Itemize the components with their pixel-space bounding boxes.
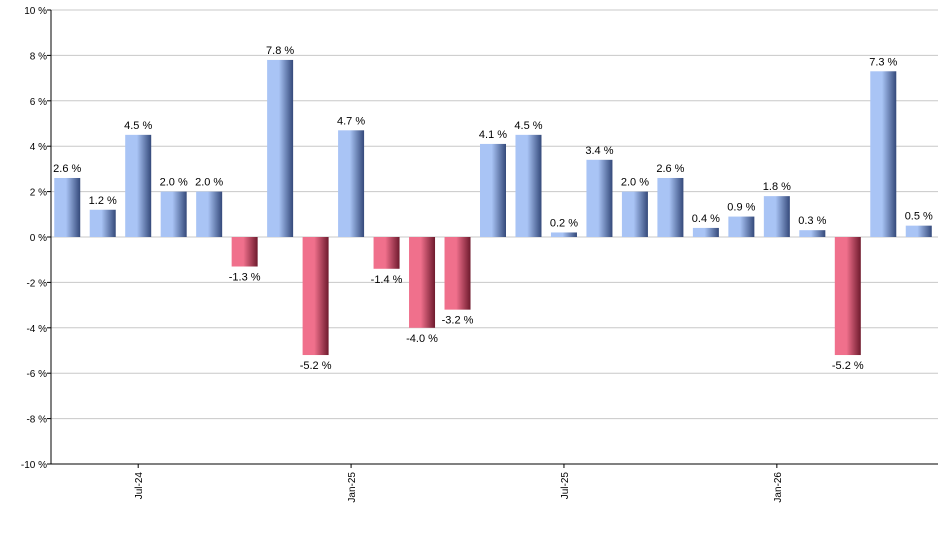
- bar-value-label: 7.3 %: [869, 56, 897, 68]
- bar-value-label: 2.0 %: [160, 177, 188, 189]
- bar-value-label: -3.2 %: [442, 315, 474, 327]
- bar-value-label: 4.5 %: [514, 120, 542, 132]
- bar-value-label: -1.3 %: [229, 272, 261, 284]
- x-tick-label: Jul-25: [560, 472, 571, 500]
- y-tick-label: 4 %: [30, 142, 47, 153]
- data-labels: 2.6 % 1.2 % 4.5 % 2.0 % 2.0 % -1.3 % 7.8 % -5.2…: [53, 45, 933, 372]
- bar-value-label: 4.7 %: [337, 115, 365, 127]
- bar-value-label: -5.2 %: [300, 360, 332, 372]
- bar: [905, 225, 932, 237]
- bar-value-label: 0.3 %: [798, 215, 826, 227]
- bar: [728, 216, 755, 237]
- bar-value-label: 0.4 %: [692, 213, 720, 225]
- bar: [870, 71, 897, 237]
- bar: [54, 177, 81, 237]
- bar-value-label: 4.5 %: [124, 120, 152, 132]
- bar-value-label: 0.5 %: [905, 211, 933, 223]
- bar-value-label: 0.9 %: [727, 202, 755, 214]
- bar: [89, 209, 116, 237]
- y-tick-label: -10 %: [21, 460, 47, 471]
- x-tick-label: Jan-26: [773, 472, 784, 503]
- y-tick-label: 2 %: [30, 188, 47, 199]
- bar-value-label: 2.6 %: [53, 163, 81, 175]
- bar: [692, 227, 719, 237]
- y-tick-label: -8 %: [26, 415, 47, 426]
- bar: [231, 237, 258, 267]
- axes: [50, 10, 938, 465]
- y-tick-label: 0 %: [30, 233, 47, 244]
- bar: [267, 59, 294, 237]
- bar-value-label: 2.0 %: [195, 177, 223, 189]
- y-axis-ticks: 10 % 8 % 6 % 4 % 2 % 0 % -2 % -4 % -6 % -8 % -10 %: [21, 6, 51, 471]
- bar-value-label: 4.1 %: [479, 129, 507, 141]
- bars: [54, 59, 932, 356]
- y-tick-label: 10 %: [24, 6, 47, 17]
- bar-value-label: 1.8 %: [763, 181, 791, 193]
- y-tick-label: -4 %: [26, 324, 47, 335]
- bar: [373, 237, 400, 269]
- bar: [302, 237, 329, 356]
- bar: [550, 232, 577, 237]
- y-tick-label: -2 %: [26, 278, 47, 289]
- x-axis-ticks: Jul-24 Jan-25 Jul-25 Jan-26: [134, 464, 784, 503]
- bar: [621, 191, 648, 237]
- bar-value-label: 1.2 %: [89, 195, 117, 207]
- bar-value-label: -4.0 %: [406, 333, 438, 345]
- bar: [409, 237, 436, 328]
- y-tick-label: -6 %: [26, 369, 47, 380]
- bar-value-label: 2.6 %: [656, 163, 684, 175]
- bar-value-label: -5.2 %: [832, 360, 864, 372]
- bar: [125, 134, 152, 237]
- x-tick-label: Jan-25: [347, 472, 358, 503]
- bar: [515, 134, 542, 237]
- bar-value-label: 3.4 %: [585, 145, 613, 157]
- bar: [480, 143, 506, 237]
- bar: [338, 130, 365, 237]
- bar-value-label: 2.0 %: [621, 177, 649, 189]
- bar-value-label: 7.8 %: [266, 45, 294, 57]
- x-tick-label: Jul-24: [134, 472, 145, 500]
- bar: [834, 237, 861, 356]
- bar-value-label: 0.2 %: [550, 217, 578, 229]
- bar: [586, 159, 613, 237]
- bar: [160, 191, 187, 237]
- y-tick-label: 6 %: [30, 97, 47, 108]
- bar: [444, 237, 471, 310]
- bar: [196, 191, 223, 237]
- bar-value-label: -1.4 %: [371, 274, 403, 286]
- bar: [657, 177, 684, 237]
- bar: [799, 230, 826, 237]
- bar: [763, 196, 790, 237]
- y-tick-label: 8 %: [30, 51, 47, 62]
